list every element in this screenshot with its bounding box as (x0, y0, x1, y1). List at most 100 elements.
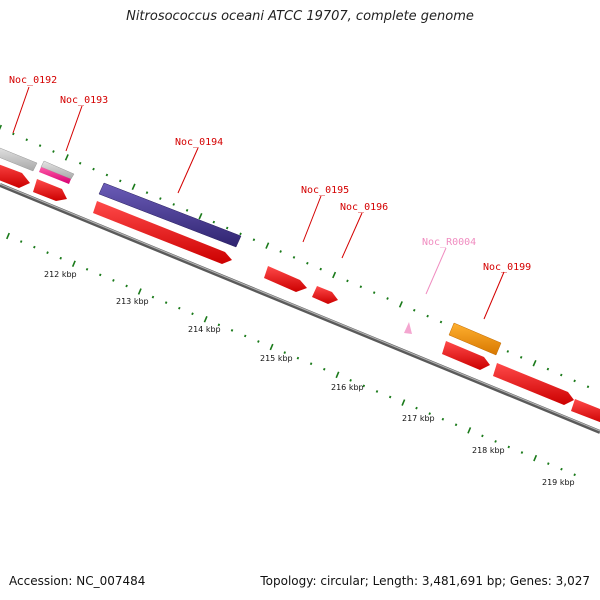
inner-ring-major-tick (71, 260, 76, 268)
outer-ring-major-tick (198, 212, 203, 220)
inner-ring-major-tick (203, 316, 208, 323)
cds-arrow-3[interactable] (93, 201, 232, 264)
inner-ring-minor-tick (217, 323, 221, 327)
inner-ring-minor-tick (520, 451, 524, 454)
inner-ring-minor-tick (125, 284, 128, 288)
inner-ring-major-tick (269, 343, 274, 351)
gene-purple-noc-0194[interactable] (98, 182, 242, 248)
outer-ring-major-tick (131, 183, 136, 191)
outer-gene-track (0, 146, 502, 356)
outer-ring-major-tick (64, 154, 69, 161)
outer-ring-minor-tick (185, 208, 189, 212)
outer-ring-major-tick (398, 301, 403, 308)
outer-ring-minor-tick (279, 250, 282, 253)
accession-label: Accession: NC_007484 (9, 574, 146, 588)
inner-ring-minor-tick (481, 434, 484, 438)
gene-label-noc-0193[interactable]: Noc_0193 (60, 95, 108, 106)
inner-ring-major-tick (401, 399, 406, 406)
outer-ring-minor-tick (319, 267, 322, 271)
cds-arrow-6[interactable] (442, 341, 490, 370)
cds-arrow-5[interactable] (312, 286, 338, 304)
label-leaders (12, 86, 505, 320)
gene-label-noc-0192[interactable]: Noc_0192 (9, 75, 57, 86)
inner-ring-minor-tick (19, 240, 23, 243)
inner-ring-minor-tick (454, 423, 458, 427)
inner-ring-minor-tick (85, 267, 89, 271)
inner-ring-minor-tick (560, 467, 563, 471)
inner-ring-minor-tick (98, 273, 102, 277)
kbp-label-213: 213 kbp (116, 297, 149, 306)
outer-ring-major-tick (332, 271, 337, 279)
inner-ring-minor-tick (309, 362, 313, 366)
map-title: Nitrosococcus oceani ATCC 19707, complet… (126, 9, 474, 24)
gene-labels: Noc_0192 Noc_0193 Noc_0194 Noc_0195 Noc_… (9, 75, 531, 273)
inner-ring-minor-tick (441, 417, 445, 421)
outer-ring-minor-tick (78, 161, 82, 165)
kbp-label-216: 216 kbp (331, 383, 364, 392)
outer-ring-minor-tick (413, 308, 416, 312)
inner-ring-minor-tick (507, 445, 511, 449)
gene-label-noc-0196[interactable]: Noc_0196 (340, 202, 388, 213)
gene-label-noc-0194[interactable]: Noc_0194 (175, 137, 223, 148)
inner-ring-minor-tick (33, 245, 36, 249)
outer-ring-minor-tick (426, 314, 429, 318)
outer-ring-minor-tick (25, 138, 28, 142)
gene-grey-noc-0192[interactable] (0, 146, 38, 172)
cds-arrow-4[interactable] (264, 266, 307, 292)
outer-ring-major-tick (265, 242, 270, 249)
inner-ring-minor-tick (151, 295, 155, 299)
outer-ring-minor-tick (439, 320, 443, 324)
inner-ring-minor-tick (573, 473, 576, 477)
gene-label-noc-0199[interactable]: Noc_0199 (483, 262, 531, 273)
inner-ring-minor-tick (349, 378, 352, 382)
inner-ring-minor-tick (388, 395, 392, 399)
outer-ring-minor-tick (506, 350, 510, 353)
gene-label-noc-0195[interactable]: Noc_0195 (301, 185, 349, 196)
inner-ring-minor-tick (191, 312, 194, 316)
outer-ring-minor-tick (346, 279, 349, 283)
inner-ring-minor-tick (230, 329, 234, 332)
cds-arrow-1[interactable] (0, 161, 30, 188)
inner-ring-major-tick (137, 288, 142, 295)
outer-ring-minor-tick (386, 297, 389, 300)
outer-tick-ring (0, 124, 590, 389)
inner-ring-minor-tick (547, 462, 550, 466)
genome-backbone (0, 183, 600, 434)
inner-ring-minor-tick (428, 412, 431, 416)
outer-ring-minor-tick (546, 367, 550, 371)
inner-ring-minor-tick (296, 356, 300, 360)
inner-ring-minor-tick (164, 301, 168, 304)
inner-ring-minor-tick (362, 384, 366, 388)
outer-ring-minor-tick (159, 197, 162, 200)
cds-arrow-2[interactable] (33, 179, 67, 201)
inner-ring-minor-tick (494, 440, 497, 443)
outer-ring-minor-tick (292, 255, 296, 259)
outer-ring-minor-tick (52, 150, 55, 153)
rna-noc-r0004[interactable] (404, 322, 412, 334)
kbp-label-217: 217 kbp (402, 414, 435, 423)
outer-ring-minor-tick (212, 220, 216, 224)
inner-ring-major-tick (335, 371, 340, 379)
outer-ring-minor-tick (12, 132, 15, 136)
inner-ring-minor-tick (59, 256, 62, 260)
gene-magenta-noc-0193[interactable] (39, 167, 71, 184)
genome-stats-label: Topology: circular; Length: 3,481,691 bp… (260, 574, 590, 588)
outer-ring-minor-tick (38, 144, 42, 148)
inner-ring-minor-tick (257, 340, 260, 343)
gene-label-noc-r0004[interactable]: Noc_R0004 (422, 237, 476, 248)
outer-ring-minor-tick (573, 379, 576, 383)
inner-ring-minor-tick (283, 351, 286, 354)
outer-ring-minor-tick (586, 385, 590, 389)
kbp-label-219: 219 kbp (542, 478, 575, 487)
gene-orange-noc-0199[interactable] (448, 322, 502, 356)
inner-ring-minor-tick (112, 279, 115, 282)
cds-arrow-8[interactable] (571, 399, 600, 424)
outer-ring-minor-tick (105, 173, 109, 177)
outer-ring-minor-tick (239, 232, 242, 236)
outer-ring-minor-tick (119, 179, 122, 183)
outer-ring-minor-tick (252, 238, 256, 242)
inner-ring-minor-tick (178, 306, 181, 310)
kbp-label-214: 214 kbp (188, 325, 221, 334)
cds-arrow-7[interactable] (493, 363, 574, 405)
